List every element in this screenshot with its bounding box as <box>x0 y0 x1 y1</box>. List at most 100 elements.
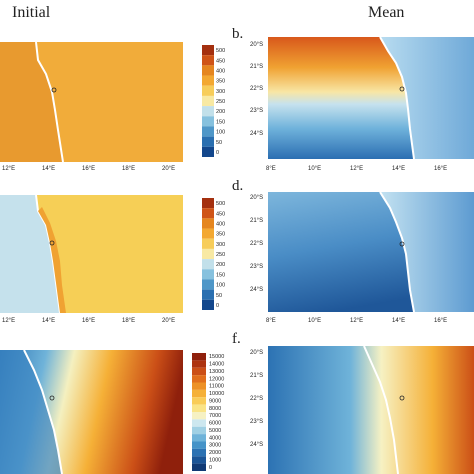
tick-lat-22-bottom: 22°S <box>250 396 264 402</box>
legend-swatch <box>202 238 214 249</box>
legend-label: 9000 <box>209 398 221 404</box>
tick-lat-24-bottom: 24°S <box>250 442 264 448</box>
map-mean-bottom <box>268 346 474 474</box>
map-initial-top <box>0 42 183 162</box>
legend-label: 7000 <box>209 413 221 419</box>
tick-lat-21-bottom: 21°S <box>250 373 264 379</box>
legend-bottom: 1500014000130001200011000100009000800070… <box>192 353 224 471</box>
tick-lon-left-14-top: 14°E <box>42 166 56 172</box>
legend-label: 450 <box>216 211 225 217</box>
tick-lon-right-10-mid: 10°E <box>308 318 322 324</box>
legend-label: 8000 <box>209 406 221 412</box>
legend-label: 100 <box>216 283 225 289</box>
legend-label: 2000 <box>209 450 221 456</box>
legend-swatch <box>192 360 206 368</box>
legend-label: 500 <box>216 201 225 207</box>
legend-label: 200 <box>216 262 225 268</box>
legend-swatch <box>202 136 214 147</box>
legend-swatch <box>202 55 214 66</box>
legend-label: 150 <box>216 119 225 125</box>
tick-lon-right-16-mid: 16°E <box>434 318 448 324</box>
legend-swatch <box>202 259 214 270</box>
legend-label: 12000 <box>209 376 224 382</box>
legend-label: 5000 <box>209 428 221 434</box>
legend-swatch <box>202 65 214 76</box>
legend-label: 100 <box>216 130 225 136</box>
tick-lat-22-mid: 22°S <box>250 241 264 247</box>
legend-label: 13000 <box>209 369 224 375</box>
tick-lon-right-14-mid: 14°E <box>392 318 406 324</box>
tick-lon-left-14-mid: 14°E <box>42 318 56 324</box>
column-title-initial: Initial <box>12 4 51 21</box>
legend-label: 200 <box>216 109 225 115</box>
tick-lon-left-16-top: 16°E <box>82 166 96 172</box>
tick-lon-right-14-top: 14°E <box>392 166 406 172</box>
legend-swatch <box>202 75 214 86</box>
legend-label: 300 <box>216 89 225 95</box>
legend-swatch <box>192 367 206 376</box>
legend-swatch <box>192 375 206 383</box>
panel-label-b: b. <box>232 26 244 42</box>
legend-bottom-swatches: 1500014000130001200011000100009000800070… <box>192 353 224 471</box>
legend-swatch <box>202 289 214 300</box>
tick-lat-21-mid: 21°S <box>250 218 264 224</box>
legend-swatch <box>192 463 206 471</box>
legend-swatch <box>192 441 206 449</box>
legend-label: 400 <box>216 68 225 74</box>
tick-lon-right-12-mid: 12°E <box>350 318 364 324</box>
panel-label-f: f. <box>232 331 241 347</box>
tick-lat-23-bottom: 23°S <box>250 419 264 425</box>
legend-swatch <box>192 389 206 398</box>
legend-label: 500 <box>216 48 225 54</box>
legend-swatch <box>192 382 206 390</box>
legend-label: 6000 <box>209 421 221 427</box>
map-initial-bottom <box>0 350 183 474</box>
map-mean-top <box>268 37 474 159</box>
legend-swatch <box>202 248 214 260</box>
legend-label: 300 <box>216 242 225 248</box>
legend-label: 0 <box>209 465 212 471</box>
legend-label: 450 <box>216 58 225 64</box>
tick-lon-left-12-top: 12°E <box>2 166 16 172</box>
legend-swatch <box>202 116 214 127</box>
tick-lat-24-top: 24°S <box>250 131 264 137</box>
legend-swatch <box>202 85 214 96</box>
tick-lon-right-8-top: 8°E <box>266 166 276 172</box>
legend-label: 1000 <box>209 457 221 463</box>
tick-lon-left-18-top: 18°E <box>122 166 136 172</box>
legend-swatch <box>192 426 206 435</box>
legend-label: 15000 <box>209 354 224 360</box>
legend-swatch <box>192 353 206 361</box>
legend-label: 11000 <box>209 384 224 390</box>
panel-label-d: d. <box>232 178 244 194</box>
tick-lat-20-bottom: 20°S <box>250 350 264 356</box>
tick-lon-left-18-mid: 18°E <box>122 318 136 324</box>
tick-lat-20-top: 20°S <box>250 42 264 48</box>
legend-label: 150 <box>216 272 225 278</box>
legend-swatch <box>192 404 206 412</box>
legend-swatch <box>202 299 214 310</box>
legend-swatch <box>202 106 214 117</box>
map-initial-middle <box>0 195 183 313</box>
legend-label: 0 <box>216 303 219 309</box>
tick-lon-left-16-mid: 16°E <box>82 318 96 324</box>
legend-label: 400 <box>216 221 225 227</box>
legend-swatch <box>192 412 206 420</box>
legend-swatch <box>192 456 206 464</box>
legend-swatch <box>202 269 214 280</box>
legend-swatch <box>202 228 214 239</box>
legend-label: 10000 <box>209 391 224 397</box>
legend-swatch <box>192 419 206 427</box>
legend-swatch <box>192 397 206 405</box>
legend-swatch <box>192 434 206 442</box>
tick-lon-right-8-mid: 8°E <box>266 318 276 324</box>
legend-swatch <box>202 126 214 137</box>
legend-label: 14000 <box>209 362 224 368</box>
tick-lon-right-12-top: 12°E <box>350 166 364 172</box>
legend-swatch <box>192 448 206 457</box>
legend-swatch <box>202 146 214 157</box>
